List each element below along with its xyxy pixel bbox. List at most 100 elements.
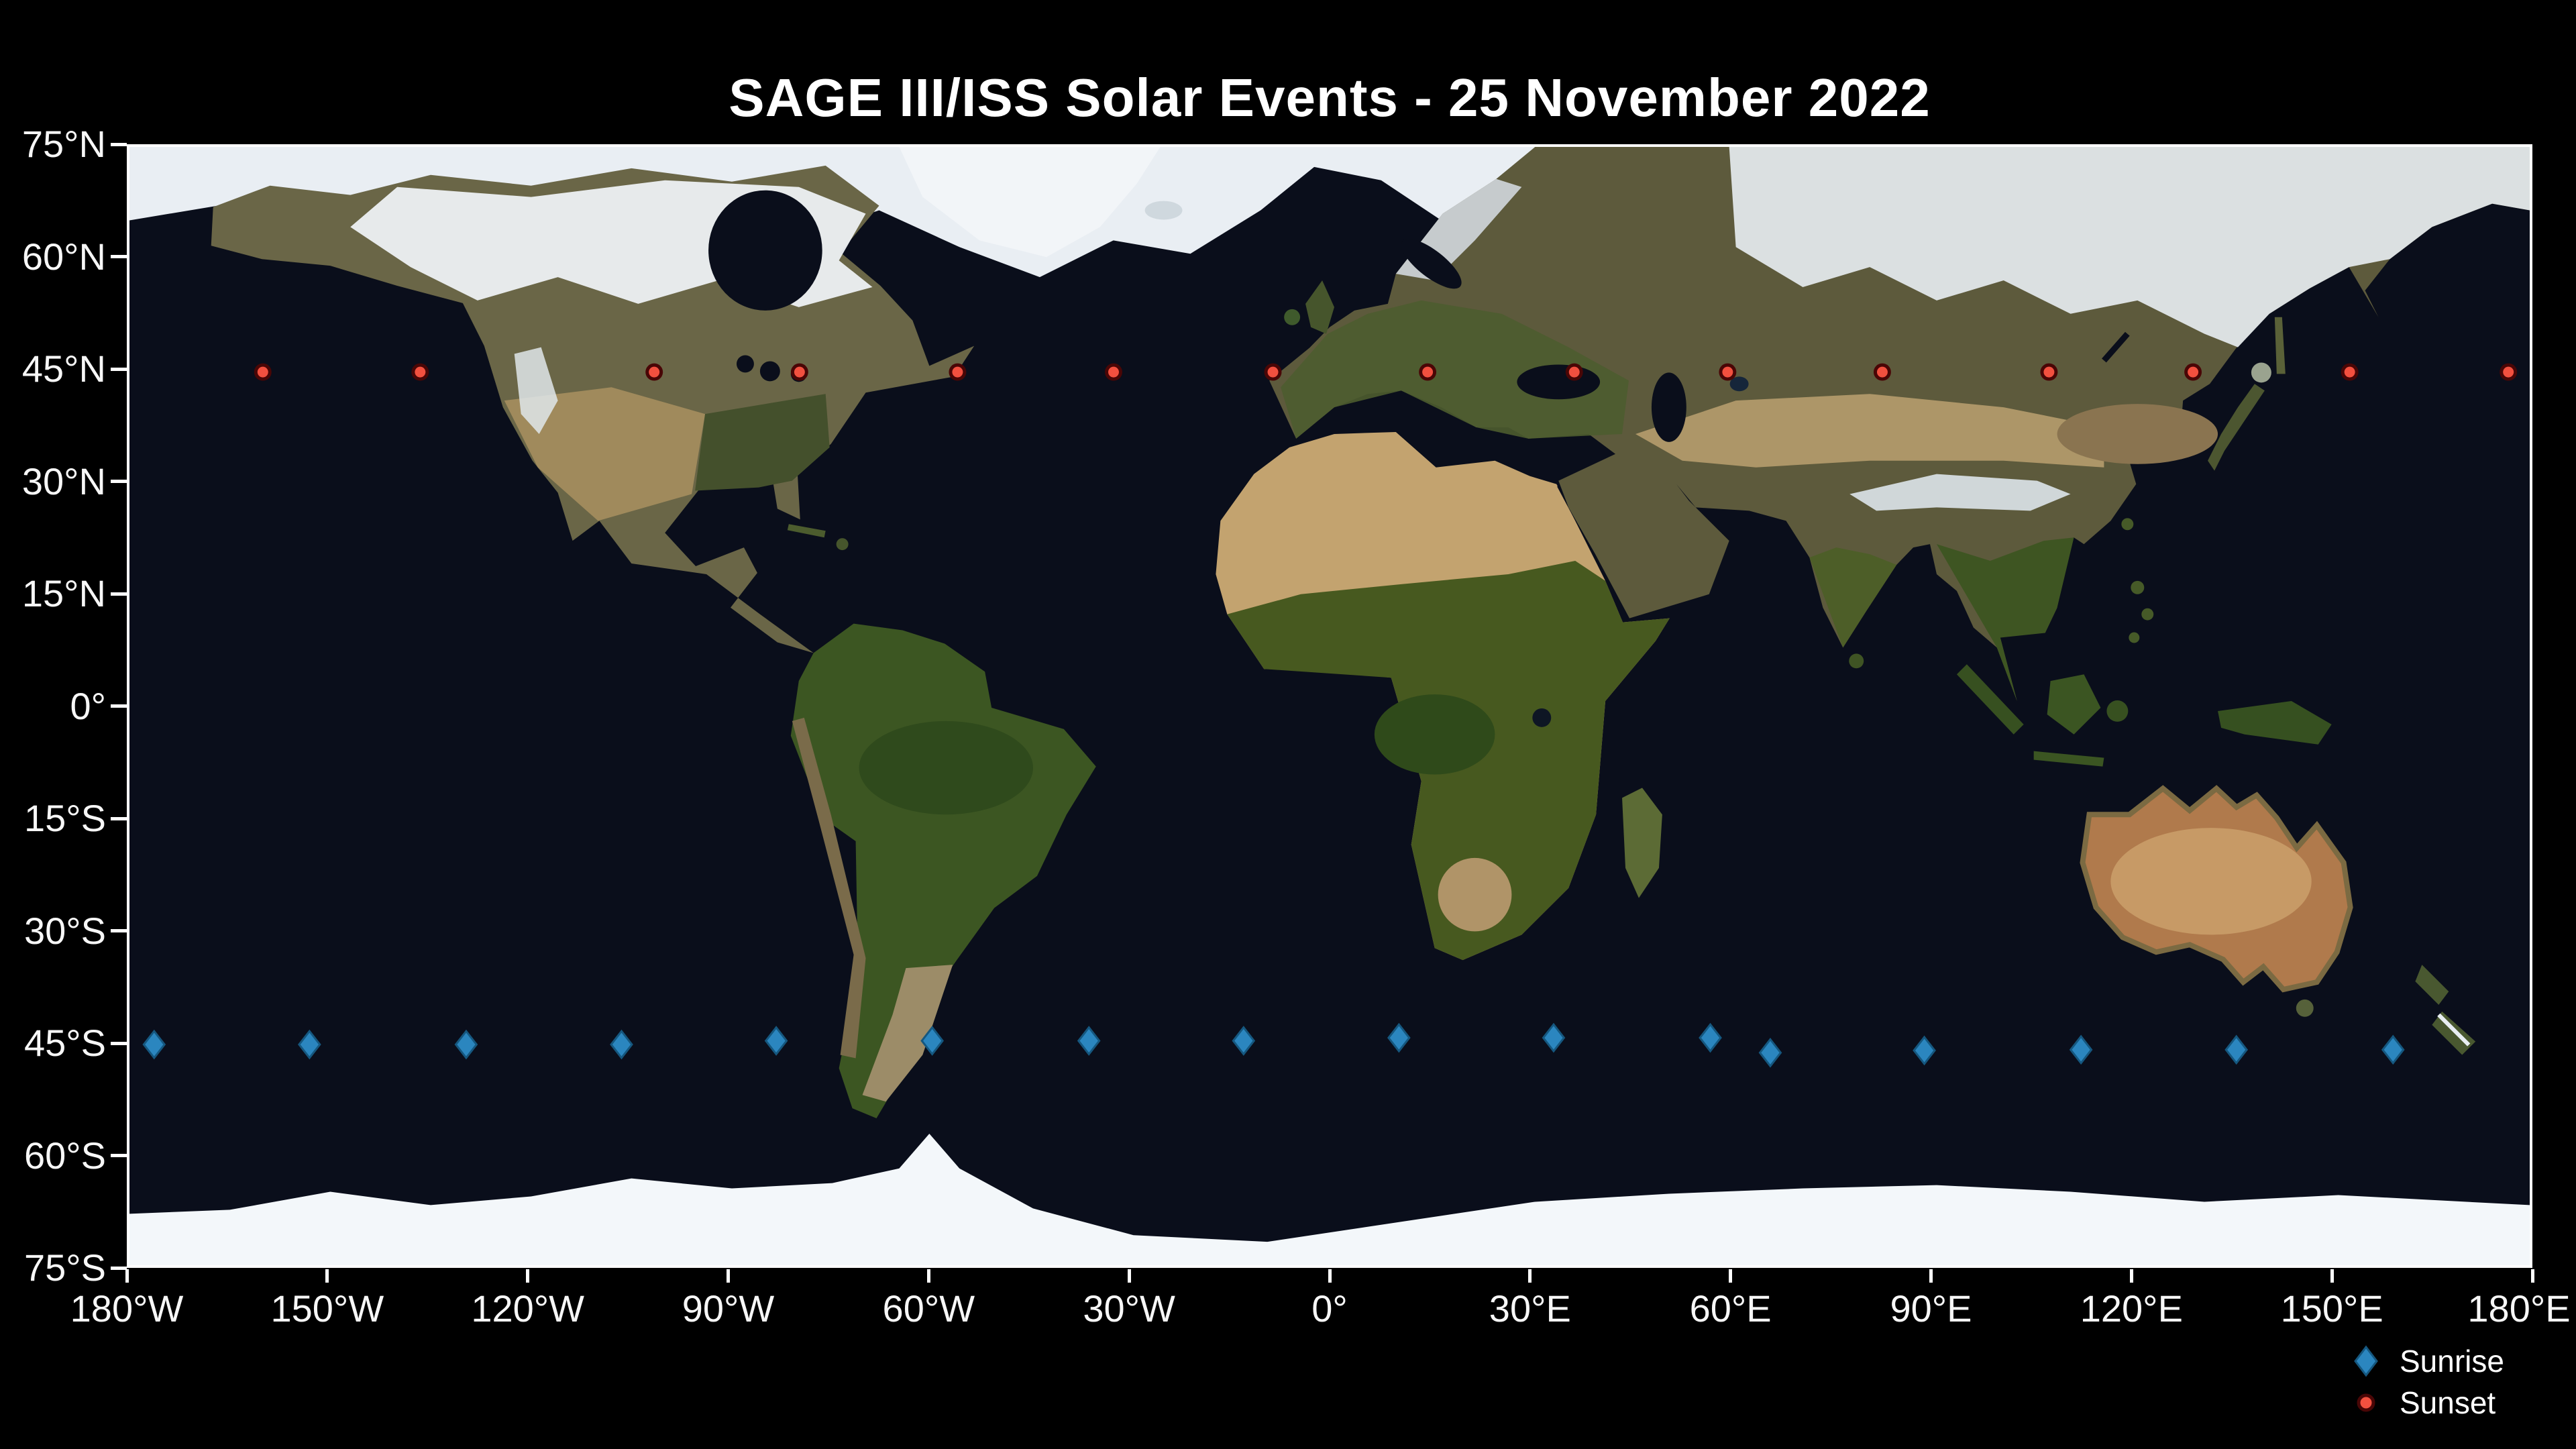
tasmania (2296, 999, 2314, 1017)
sunset-marker (1719, 363, 1737, 381)
lon-tick-label: 90°E (1890, 1287, 1972, 1330)
legend-item-sunrise: Sunrise (2345, 1340, 2576, 1382)
lat-tick-mark (111, 592, 127, 596)
sunset-marker (2500, 363, 2518, 381)
sri-lanka (1849, 653, 1864, 669)
world-basemap (129, 147, 2530, 1265)
lon-tick-label: 180°W (70, 1287, 184, 1330)
sunset-marker (2184, 363, 2202, 381)
sunrise-marker (2224, 1034, 2249, 1065)
sunrise-diamond-icon (2345, 1344, 2387, 1379)
sunset-marker (254, 363, 272, 381)
lon-tick-label: 120°E (2080, 1287, 2183, 1330)
lat-tick-label: 60°N (21, 235, 106, 278)
sunset-marker (2040, 363, 2058, 381)
caspian-sea (1651, 372, 1686, 442)
great-britain (1305, 280, 1334, 334)
lat-tick-label: 15°S (23, 797, 106, 839)
iceland (1144, 201, 1183, 220)
sunset-marker (2341, 363, 2359, 381)
cuba (787, 524, 826, 538)
sunset-marker (949, 363, 967, 381)
lon-tick-label: 60°W (882, 1287, 975, 1330)
greenland (899, 147, 1161, 258)
lon-tick-mark (1729, 1269, 1733, 1283)
southern-alps-snow (2437, 1013, 2471, 1046)
sunrise-marker (1758, 1037, 1782, 1068)
gobi (2057, 404, 2218, 464)
lake-victoria (1532, 708, 1552, 727)
sunrise-marker (764, 1026, 788, 1056)
lat-tick-label: 0° (70, 684, 106, 727)
sumatra (1956, 664, 2024, 735)
lon-tick-label: 60°E (1689, 1287, 1772, 1330)
lat-tick-label: 30°S (23, 909, 106, 952)
andes (792, 717, 866, 1059)
new-zealand-south (2432, 1011, 2476, 1055)
sunset-marker (1419, 363, 1437, 381)
lon-tick-mark (1528, 1269, 1532, 1283)
lat-tick-mark (111, 929, 127, 932)
sakhalin (2274, 317, 2286, 374)
lon-tick-label: 90°W (682, 1287, 775, 1330)
lat-tick-mark (111, 1154, 127, 1157)
sunrise-marker (2381, 1034, 2405, 1065)
kalahari (1438, 857, 1512, 932)
sunrise-marker (1913, 1035, 1936, 1066)
sunrise-marker (610, 1029, 633, 1060)
lat-tick-label: 60°S (23, 1134, 106, 1177)
new-zealand-north (2415, 965, 2449, 1005)
japan (2208, 384, 2265, 471)
lat-tick-label: 75°N (21, 123, 106, 165)
legend-item-sunset: Sunset (2345, 1382, 2576, 1424)
sunrise-marker (297, 1029, 321, 1060)
lon-tick-mark (2330, 1269, 2334, 1283)
lat-tick-mark (111, 255, 127, 258)
sulawesi (2106, 700, 2129, 722)
sunrise-marker (2069, 1034, 2093, 1065)
sunrise-marker (1387, 1022, 1411, 1053)
legend-label-sunrise: Sunrise (2400, 1344, 2504, 1379)
philippine-island (2129, 632, 2140, 643)
new-guinea (2218, 701, 2332, 745)
borneo (2047, 674, 2101, 735)
lon-tick-label: 180°E (2467, 1287, 2571, 1330)
lon-tick-label: 0° (1311, 1287, 1348, 1330)
lon-tick-mark (926, 1269, 930, 1283)
outback (2110, 828, 2312, 935)
amazon (859, 720, 1033, 815)
lat-tick-label: 45°S (23, 1022, 106, 1064)
sunset-marker (1565, 363, 1583, 381)
lon-tick-label: 120°W (471, 1287, 584, 1330)
india-green (1809, 547, 1897, 648)
lake-baikal (2102, 331, 2130, 363)
sunrise-marker (142, 1029, 166, 1060)
lat-tick-mark (111, 1041, 127, 1045)
patagonia (862, 965, 953, 1102)
us-west-desert (504, 387, 706, 521)
lon-tick-mark (1127, 1269, 1131, 1283)
sunrise-marker (920, 1026, 945, 1056)
lat-tick-mark (111, 367, 127, 371)
us-east-forest (695, 394, 830, 491)
sunset-marker (645, 363, 663, 381)
congo-forest (1374, 694, 1495, 775)
europe-green (1281, 300, 1629, 439)
lat-tick-mark (111, 1266, 127, 1270)
lon-tick-mark (727, 1269, 730, 1283)
sunrise-marker (1542, 1022, 1566, 1053)
hudson-bay (708, 190, 822, 311)
great-lake (759, 361, 780, 382)
lon-tick-mark (1328, 1269, 1332, 1283)
lat-tick-label: 15°N (21, 572, 106, 614)
lat-tick-mark (111, 142, 127, 146)
lon-tick-mark (125, 1269, 129, 1283)
chart-title: SAGE III/ISS Solar Events - 25 November … (729, 68, 1931, 127)
sunset-marker (790, 363, 808, 381)
map-plot (127, 144, 2532, 1268)
sunrise-marker (1699, 1022, 1722, 1053)
sunrise-marker (1232, 1026, 1256, 1056)
hokkaido (2251, 362, 2271, 383)
sunset-marker (1105, 363, 1122, 381)
